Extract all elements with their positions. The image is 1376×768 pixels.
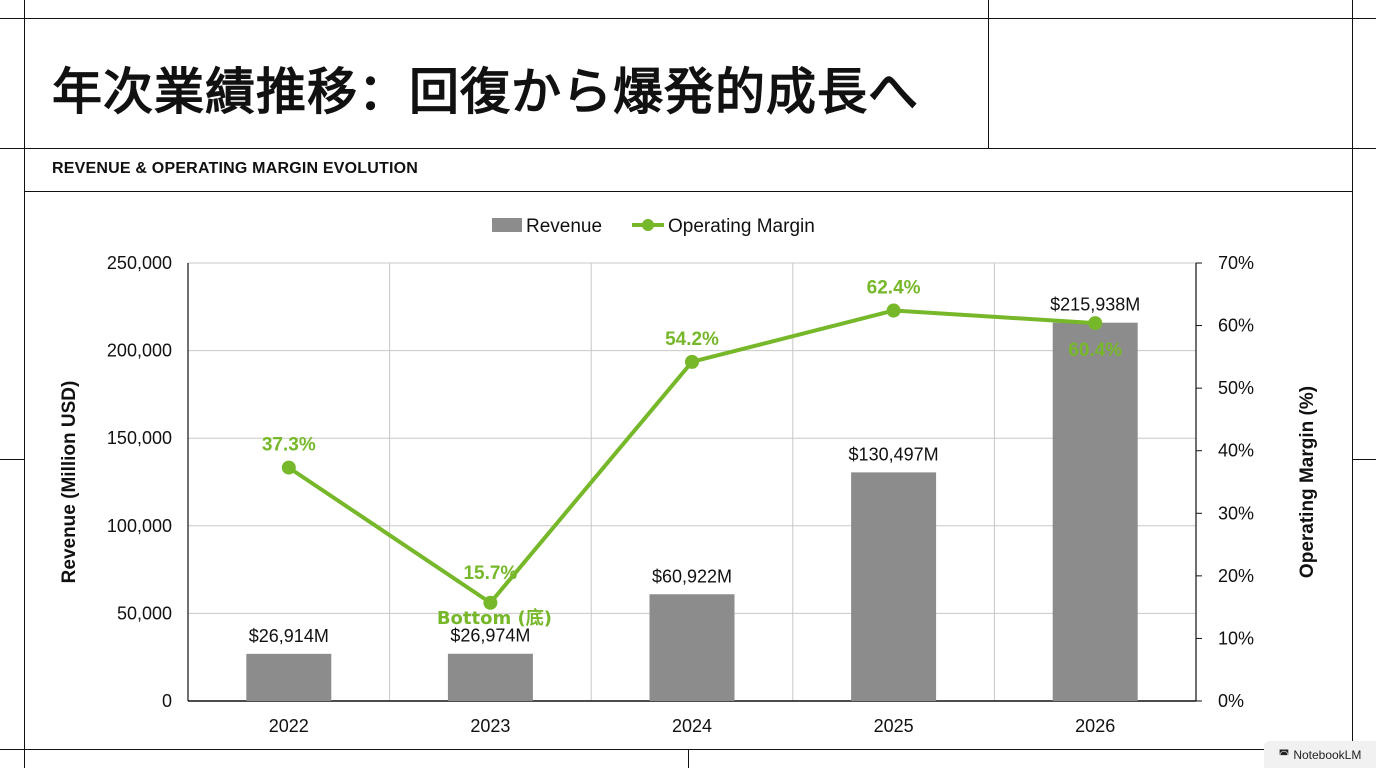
y-tick-label: 0 [162, 691, 172, 711]
bar-revenue [447, 653, 533, 701]
x-tick-label: 2024 [672, 716, 712, 736]
point-operating-margin [886, 303, 901, 318]
line-operating-margin [287, 308, 1096, 605]
y-tick-label: 200,000 [107, 341, 172, 361]
y-tick-label: 50,000 [117, 603, 172, 623]
line-value-label: 62.4% [867, 278, 921, 299]
bar-revenue [851, 472, 937, 701]
x-tick-label: 2023 [470, 716, 510, 736]
y2-tick-label: 70% [1218, 253, 1254, 273]
frame-line-section-bottom [24, 191, 1352, 192]
frame-line-header-bottom [0, 148, 1376, 149]
bar-value-label: $60,922M [652, 566, 732, 586]
point-operating-margin [281, 460, 296, 475]
frame-line-right-tick [1352, 459, 1376, 460]
bar-revenue [246, 653, 332, 701]
legend-label-revenue: Revenue [526, 216, 602, 237]
x-tick-label: 2022 [269, 716, 309, 736]
brand-badge: ◚ NotebookLM [1264, 741, 1376, 768]
page-title: 年次業績推移：回復から爆発的成長へ [52, 63, 919, 121]
frame-line-top [0, 18, 1376, 19]
y2-tick-label: 60% [1218, 316, 1254, 336]
brand-label: NotebookLM [1293, 747, 1362, 762]
y-tick-label: 250,000 [107, 253, 172, 273]
y2-tick-label: 10% [1218, 628, 1254, 648]
legend-label-operating-margin: Operating Margin [668, 216, 815, 237]
bar-value-label: $215,938M [1050, 295, 1140, 315]
y2-tick-label: 30% [1218, 503, 1254, 523]
bar-value-label: $26,974M [450, 626, 530, 646]
annotation-bottom: Bottom (底) [437, 607, 552, 629]
y2-tick-label: 0% [1218, 691, 1244, 711]
line-value-label: 15.7% [463, 563, 517, 584]
frame-line-left [24, 0, 25, 768]
frame-line-bottom-divider [688, 749, 689, 768]
point-operating-margin [483, 595, 498, 610]
frame-line-title-divider [988, 0, 989, 148]
frame-line-left-tick [0, 459, 24, 460]
y-tick-label: 100,000 [107, 516, 172, 536]
bar-value-label: $26,914M [249, 626, 329, 646]
line-value-label: 54.2% [665, 329, 719, 350]
point-operating-margin [685, 354, 699, 369]
bar-revenue [649, 594, 735, 701]
line-value-label: 60.4% [1068, 340, 1122, 361]
bar-value-label: $130,497M [849, 444, 939, 464]
x-tick-label: 2026 [1075, 716, 1115, 736]
bar-revenue [1052, 322, 1138, 701]
y-tick-label: 150,000 [107, 428, 172, 448]
x-tick-label: 2025 [874, 716, 914, 736]
line-value-label: 37.3% [262, 435, 316, 456]
legend-swatch-revenue [492, 218, 522, 232]
frame-line-right [1352, 0, 1353, 768]
point-operating-margin [1088, 316, 1103, 331]
y2-tick-label: 20% [1218, 566, 1254, 586]
y2-tick-label: 50% [1218, 378, 1254, 398]
notebooklm-icon: ◚ [1278, 749, 1290, 761]
y2-axis-title: Operating Margin (%) [1297, 386, 1318, 578]
y-axis-title: Revenue (Million USD) [59, 381, 80, 584]
section-label: REVENUE & OPERATING MARGIN EVOLUTION [52, 160, 419, 177]
y2-tick-label: 40% [1218, 441, 1254, 461]
legend-swatch-marker-operating-margin [642, 219, 654, 231]
